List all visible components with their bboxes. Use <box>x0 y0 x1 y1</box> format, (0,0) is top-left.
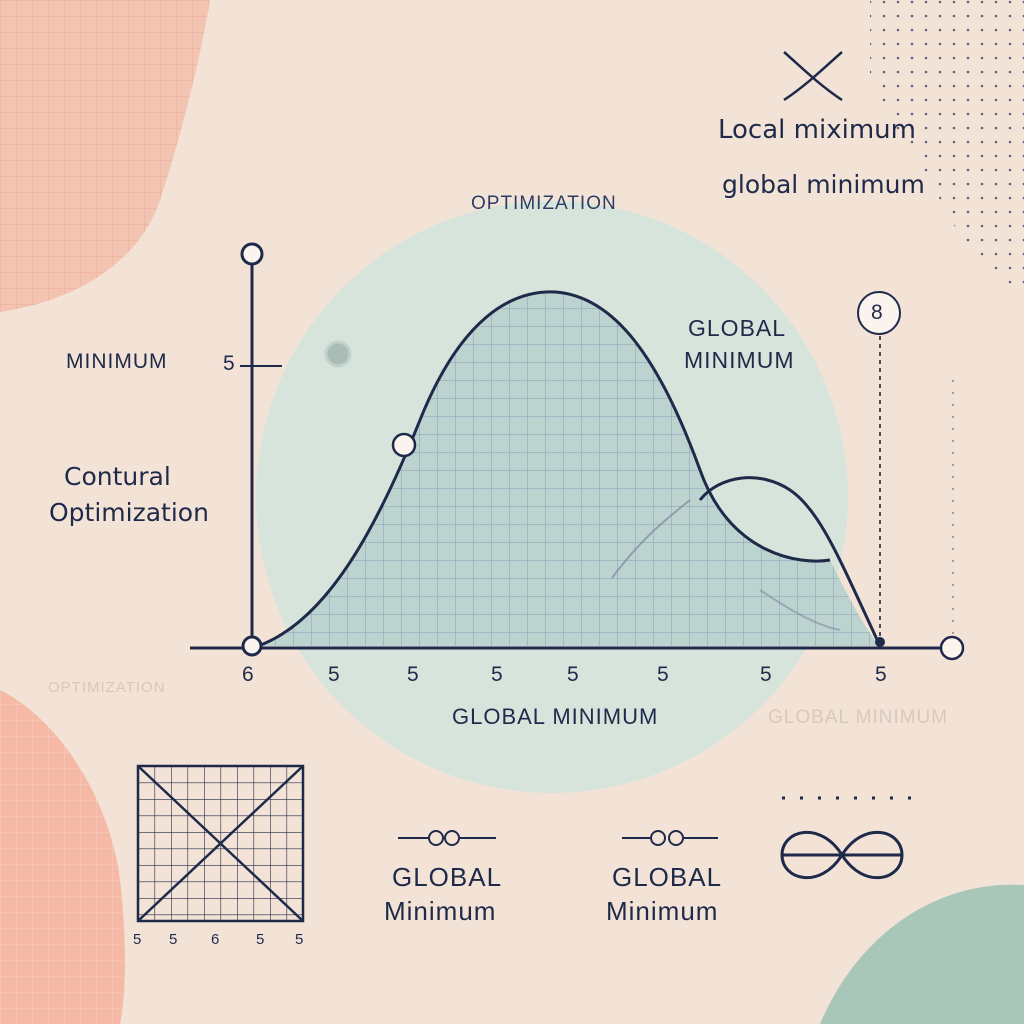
mini-grid-tick: 5 <box>256 931 265 948</box>
contural-label-line2: Optimization <box>49 498 209 527</box>
mini-grid-diagonal-2 <box>137 765 304 922</box>
caption-1-line1: GLOBAL <box>392 862 503 892</box>
x-tick-label: 5 <box>657 663 669 686</box>
x-axis-end-marker <box>939 635 965 661</box>
faded-label-left: OPTIMIZATION <box>48 679 166 696</box>
secondary-curve <box>698 476 882 647</box>
sage-blob-bottom-right <box>820 884 1024 1024</box>
origin-marker <box>241 635 263 657</box>
x-tick-label: 5 <box>567 663 579 686</box>
badge-circle <box>857 291 901 335</box>
main-curve <box>257 290 831 648</box>
caption-2-line1: GLOBAL <box>612 862 723 892</box>
legend-global-minimum: global minimum <box>722 170 925 199</box>
minimum-label: MINIMUM <box>66 350 168 373</box>
faded-label-right: GLOBAL MINIMUM <box>768 707 949 728</box>
x-tick-label: 5 <box>407 663 419 686</box>
mini-grid-tick: 6 <box>211 931 220 948</box>
curve-point-marker <box>391 432 417 458</box>
link-icon <box>398 830 496 846</box>
mini-grid-frame <box>136 764 305 923</box>
y-axis-end-marker <box>240 242 264 266</box>
shaded-dot <box>324 340 352 368</box>
x-tick-label: 6 <box>242 663 254 686</box>
x-tick-label: 5 <box>491 663 503 686</box>
cross-icon <box>783 51 843 102</box>
x-axis-label: GLOBAL MINIMUM <box>452 704 659 729</box>
link-icon <box>622 830 718 846</box>
caption-2-line2: Minimum <box>606 896 719 926</box>
peak-label-line2: MINIMUM <box>684 347 795 373</box>
infinity-icon <box>780 830 904 880</box>
dot-texture <box>870 0 1024 290</box>
mini-grid-tick: 5 <box>295 931 304 948</box>
x-tick-label: 5 <box>760 663 772 686</box>
y-tick-label: 5 <box>223 352 235 375</box>
peak-label-line1: GLOBAL <box>688 315 787 341</box>
chart-title: OPTIMIZATION <box>471 193 617 214</box>
legend-local-maximum: Local miximum <box>718 115 916 145</box>
x-tick-label: 5 <box>875 663 887 686</box>
mini-grid-tick: 5 <box>169 931 178 948</box>
badge-number: 8 <box>871 301 883 324</box>
x-tick-label: 5 <box>328 663 340 686</box>
contural-label-line1: Contural <box>64 462 171 491</box>
mini-grid-tick: 5 <box>133 931 142 948</box>
caption-1-line2: Minimum <box>384 896 497 926</box>
